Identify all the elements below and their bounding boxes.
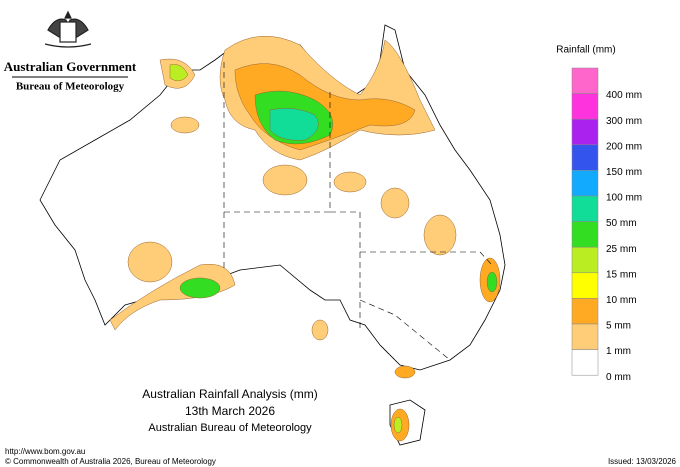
legend-swatch: [571, 246, 599, 274]
legend-swatch: [571, 195, 599, 222]
map: [39, 24, 506, 446]
rainfall-areas: [109, 35, 501, 442]
legend-label: 10 mm: [606, 295, 637, 306]
legend-swatch: [571, 93, 599, 120]
legend-swatch: [571, 170, 599, 197]
legend-label: 150 mm: [606, 167, 642, 178]
legend-label: 50 mm: [606, 218, 637, 229]
legend-label: 25 mm: [606, 244, 637, 255]
legend-swatch: [571, 272, 599, 299]
legend-label: 400 mm: [606, 90, 642, 101]
legend-label: 15 mm: [606, 269, 637, 280]
crest: [44, 10, 92, 48]
legend-label: 100 mm: [606, 193, 642, 204]
legend-label: 5 mm: [606, 321, 631, 332]
map-date: 13th March 2026: [185, 404, 275, 418]
government-name: Australian Government: [4, 59, 137, 74]
map-source: Australian Bureau of Meteorology: [148, 422, 312, 434]
state-borders: [223, 62, 493, 361]
legend-label: 200 mm: [606, 141, 642, 152]
legend-swatch: [571, 144, 599, 171]
map-title: Australian Rainfall Analysis (mm): [142, 387, 317, 401]
legend: 400 mm 300 mm 200 mm 150 mm 100 mm 50 mm 25 mm…: [571, 67, 642, 383]
legend-swatch: [571, 118, 599, 146]
legend-swatch: [571, 349, 599, 376]
legend-swatch: [571, 221, 599, 248]
legend-title: Rainfall (mm): [556, 45, 615, 56]
legend-label: 0 mm: [606, 372, 631, 383]
legend-swatch: [571, 67, 599, 94]
legend-swatch: [571, 323, 599, 350]
legend-label: 300 mm: [606, 116, 642, 127]
legend-label: 1 mm: [606, 346, 631, 357]
legend-swatch: [571, 298, 599, 325]
agency-name: Bureau of Meteorology: [16, 81, 125, 93]
footer-copyright: © Commonwealth of Australia 2026, Bureau…: [5, 457, 216, 466]
footer-issued: Issued: 13/03/2026: [608, 457, 677, 466]
footer-url: http://www.bom.gov.au: [5, 447, 85, 456]
